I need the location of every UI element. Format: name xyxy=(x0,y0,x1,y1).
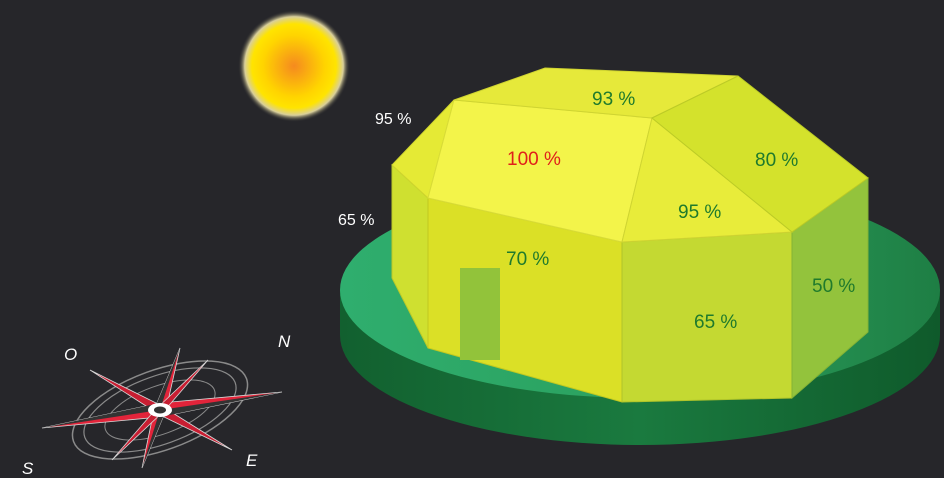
roof-east-face xyxy=(651,75,869,233)
label-wall-east: 50 % xyxy=(812,276,855,297)
compass-south-label: S xyxy=(22,459,34,478)
door-icon xyxy=(460,268,500,360)
label-roof-east: 80 % xyxy=(755,150,798,171)
label-roof-top: 93 % xyxy=(592,89,635,110)
label-wall-south: 70 % xyxy=(506,249,549,270)
label-roof-west-edge: 95 % xyxy=(375,111,411,128)
label-roof-south: 100 % xyxy=(507,149,561,170)
house xyxy=(391,67,869,403)
label-wall-west: 65 % xyxy=(338,212,374,229)
compass-north-label: N xyxy=(278,332,291,351)
compass-west-label: O xyxy=(64,345,77,364)
label-roof-hip: 95 % xyxy=(678,202,721,223)
compass-east-label: E xyxy=(246,451,258,470)
label-wall-southeast: 65 % xyxy=(694,312,737,333)
sun-icon xyxy=(238,10,350,122)
compass-rose-icon xyxy=(41,347,283,469)
